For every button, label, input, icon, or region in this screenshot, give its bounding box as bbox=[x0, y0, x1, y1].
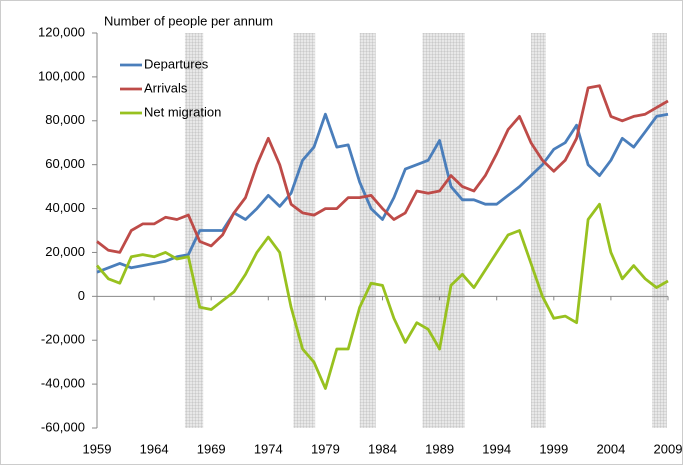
legend-label: Departures bbox=[144, 56, 209, 71]
x-tick-label: 1994 bbox=[482, 441, 511, 456]
chart-title: Number of people per annum bbox=[104, 13, 273, 28]
x-tick-label: 2009 bbox=[654, 441, 683, 456]
x-tick-label: 1974 bbox=[254, 441, 283, 456]
y-tick-label: -20,000 bbox=[41, 332, 85, 347]
shaded-period bbox=[293, 33, 316, 428]
x-tick-label: 1964 bbox=[140, 441, 169, 456]
shaded-period bbox=[359, 33, 376, 428]
x-tick-label: 1984 bbox=[368, 441, 397, 456]
y-tick-label: 0 bbox=[78, 288, 85, 303]
y-tick-label: -60,000 bbox=[41, 419, 85, 434]
series-line bbox=[96, 84, 669, 254]
y-tick-label: 80,000 bbox=[45, 112, 85, 127]
x-tick-label: 1999 bbox=[539, 441, 568, 456]
legend-label: Net migration bbox=[144, 104, 221, 119]
legend-label: Arrivals bbox=[144, 80, 188, 95]
y-tick-label: 20,000 bbox=[45, 244, 85, 259]
x-tick-label: 1989 bbox=[425, 441, 454, 456]
x-tick-label: 1969 bbox=[197, 441, 226, 456]
series-line bbox=[95, 202, 669, 390]
shaded-period bbox=[530, 33, 546, 428]
series-line bbox=[96, 112, 669, 274]
x-tick-label: 1959 bbox=[83, 441, 112, 456]
y-tick-label: -40,000 bbox=[41, 376, 85, 391]
y-tick-label: 60,000 bbox=[45, 156, 85, 171]
x-tick-label: 2004 bbox=[596, 441, 625, 456]
x-tick-label: 1979 bbox=[311, 441, 340, 456]
y-tick-label: 100,000 bbox=[38, 68, 85, 83]
shaded-period bbox=[422, 33, 465, 428]
y-tick-label: 40,000 bbox=[45, 200, 85, 215]
shaded-period bbox=[652, 33, 667, 428]
y-tick-label: 120,000 bbox=[38, 24, 85, 39]
